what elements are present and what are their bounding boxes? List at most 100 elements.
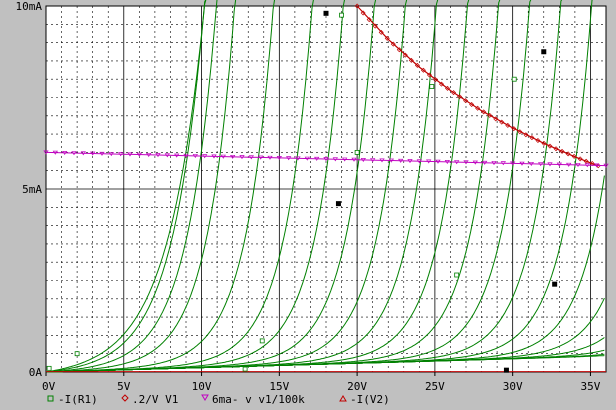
series-point-load	[457, 94, 463, 100]
x-tick-label: 35V	[581, 380, 601, 393]
series-point-load	[475, 105, 481, 111]
r1-marker	[259, 338, 265, 344]
series-point-load	[547, 143, 553, 149]
series-point-ccs	[239, 155, 245, 160]
legend-label: -I(V2)	[350, 393, 390, 406]
series-point-load	[481, 109, 487, 115]
series-point-ccs	[248, 155, 254, 160]
series-point-ccs	[584, 163, 590, 168]
grid	[46, 6, 606, 372]
x-tick-label: 10V	[192, 380, 212, 393]
series-point-ccs	[71, 151, 77, 156]
series-point-ccs	[379, 158, 385, 163]
series-point-load	[432, 77, 438, 83]
series-point-load	[505, 122, 511, 128]
series-point-ccs	[202, 154, 208, 159]
x-tick-label: 30V	[503, 380, 523, 393]
series-point-ccs	[220, 154, 226, 159]
series-point-ccs	[323, 157, 329, 162]
series-point-load	[402, 52, 408, 58]
r1-marker	[339, 12, 344, 18]
series-point-load	[529, 135, 535, 141]
series-point-ccs	[43, 150, 49, 155]
y-tick-label: 5mA	[22, 183, 42, 196]
series-point-load	[499, 119, 505, 125]
r1-marker	[74, 351, 80, 357]
series-point-ccs	[211, 154, 217, 159]
series-point-load	[523, 132, 529, 138]
series-point-ccs	[519, 161, 525, 166]
x-tick-label: 0V	[42, 380, 56, 393]
series-point-load	[583, 158, 589, 164]
series-curve-r1	[45, 0, 207, 373]
series-point-load	[378, 29, 384, 35]
series-point-ccs	[510, 161, 516, 166]
series-point-ccs	[491, 161, 497, 166]
r1-marker	[242, 366, 248, 372]
series-point-ccs	[351, 157, 357, 162]
series-point-ccs	[500, 161, 506, 166]
series-point-load	[487, 112, 493, 118]
series-point-ccs	[52, 150, 58, 155]
r1-marker	[429, 84, 435, 89]
series-point-ccs	[62, 150, 68, 155]
marker-point	[541, 49, 547, 55]
y-tick-label: 0A	[29, 366, 43, 379]
series-point-ccs	[304, 156, 310, 161]
series-point-ccs	[528, 161, 534, 166]
legend-marker-triangle-down	[201, 394, 209, 401]
series-point-load	[535, 138, 541, 144]
series-point-ccs	[426, 159, 432, 164]
series-point-ccs	[99, 151, 105, 156]
series-point-load	[354, 3, 360, 9]
series-point-ccs	[332, 157, 338, 162]
series-curve-r1	[45, 0, 237, 373]
data-series	[43, 0, 609, 373]
series-point-load	[396, 47, 402, 53]
x-tick-label: 20V	[347, 380, 367, 393]
marker-point	[335, 201, 341, 207]
series-point-ccs	[482, 160, 488, 165]
series-point-ccs	[276, 156, 282, 161]
series-point-ccs	[444, 159, 450, 164]
marker-point	[323, 10, 329, 16]
series-curve-r1	[46, 355, 605, 373]
series-point-load	[372, 23, 378, 29]
legend-label: 6ma- v v1/100k	[212, 393, 305, 406]
series-point-ccs	[267, 155, 273, 160]
series-curve-r1	[45, 0, 218, 373]
series-point-load	[360, 10, 366, 16]
series-point-ccs	[192, 154, 198, 159]
legend-label: .2/V V1	[132, 393, 178, 406]
series-point-ccs	[183, 153, 189, 158]
series-point-ccs	[155, 153, 161, 158]
x-tick-label: 25V	[425, 380, 445, 393]
series-point-load	[565, 151, 571, 157]
marker-point	[552, 281, 558, 287]
series-point-ccs	[472, 160, 478, 165]
series-point-load	[559, 148, 565, 154]
series-point-ccs	[164, 153, 170, 158]
y-axis: 0A 5mA 10mA	[16, 0, 43, 379]
legend-marker-diamond	[121, 394, 129, 402]
data-markers	[46, 10, 558, 373]
series-point-ccs	[388, 158, 394, 163]
series-point-ccs	[416, 159, 422, 164]
series-point-ccs	[174, 153, 180, 158]
r1-marker	[354, 149, 360, 155]
series-point-load	[426, 72, 432, 78]
series-point-ccs	[360, 158, 366, 162]
series-point-load	[553, 146, 559, 152]
series-point-load	[541, 140, 547, 146]
series-point-ccs	[538, 162, 544, 167]
series-point-load	[571, 153, 577, 159]
series-point-ccs	[603, 163, 609, 168]
legend-marker-triangle-up	[339, 395, 347, 402]
legend-label: -I(R1)	[58, 393, 98, 406]
r1-marker	[46, 365, 52, 371]
series-point-ccs	[566, 162, 572, 167]
series-point-ccs	[370, 158, 376, 163]
series-point-load	[469, 101, 475, 107]
series-point-load	[384, 35, 390, 41]
